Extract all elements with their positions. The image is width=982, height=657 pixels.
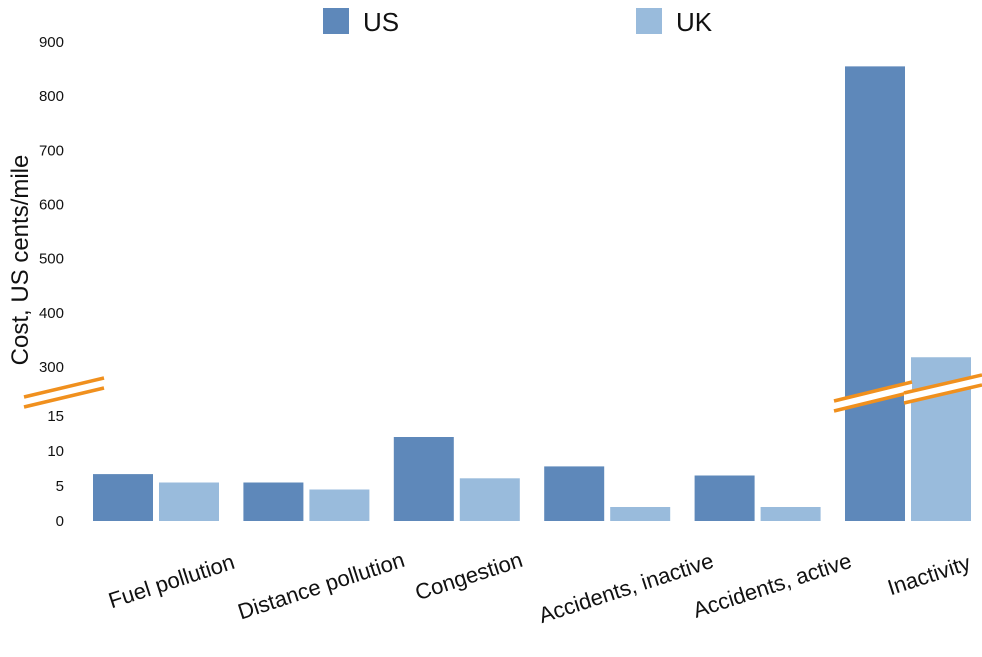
bar-us-4 bbox=[544, 466, 605, 521]
y-axis-title: Cost, US cents/mile bbox=[7, 155, 34, 366]
bar-uk-1 bbox=[159, 482, 219, 521]
bar-us-2 bbox=[243, 482, 304, 521]
y-tick-label: 15 bbox=[47, 408, 64, 425]
legend-label-us: US bbox=[363, 7, 399, 37]
y-tick-label: 500 bbox=[39, 251, 64, 268]
y-tick-label: 800 bbox=[39, 88, 64, 105]
axis-break-uk bbox=[903, 373, 982, 405]
bar-uk-3 bbox=[459, 478, 520, 521]
y-tick-label: 700 bbox=[39, 142, 64, 159]
bar-us-5 bbox=[694, 475, 755, 521]
y-tick-label: 600 bbox=[39, 197, 64, 214]
x-category-label: Inactivity bbox=[884, 550, 973, 600]
y-axis: 0 5 10 15 300 400 500 600 700 800 900 bbox=[39, 34, 64, 530]
bar-uk-4 bbox=[610, 507, 671, 521]
x-category-label: Fuel pollution bbox=[105, 549, 237, 613]
x-category-label: Congestion bbox=[412, 547, 526, 605]
axis-break-left bbox=[23, 376, 105, 409]
y-tick-label: 5 bbox=[56, 478, 64, 495]
x-category-label: Accidents, active bbox=[690, 548, 855, 623]
x-category-label: Accidents, inactive bbox=[536, 548, 717, 628]
axis-break-marks bbox=[23, 373, 982, 413]
legend-label-uk: UK bbox=[676, 7, 713, 37]
y-tick-label: 0 bbox=[56, 513, 64, 530]
bar-uk-5 bbox=[760, 507, 821, 521]
bar-us-1 bbox=[93, 474, 153, 521]
bars bbox=[93, 66, 971, 521]
y-tick-label: 10 bbox=[47, 443, 64, 460]
bar-uk-2 bbox=[309, 489, 370, 521]
legend-swatch-uk bbox=[636, 8, 662, 34]
legend-swatch-us bbox=[323, 8, 349, 34]
legend: US UK bbox=[323, 7, 713, 37]
bar-us-3 bbox=[393, 437, 454, 521]
y-tick-label: 300 bbox=[39, 359, 64, 376]
bar-us-6 bbox=[845, 66, 905, 521]
x-category-label: Distance pollution bbox=[235, 547, 408, 624]
y-tick-label: 400 bbox=[39, 305, 64, 322]
y-tick-label: 900 bbox=[39, 34, 64, 51]
axis-break-us bbox=[833, 380, 913, 413]
